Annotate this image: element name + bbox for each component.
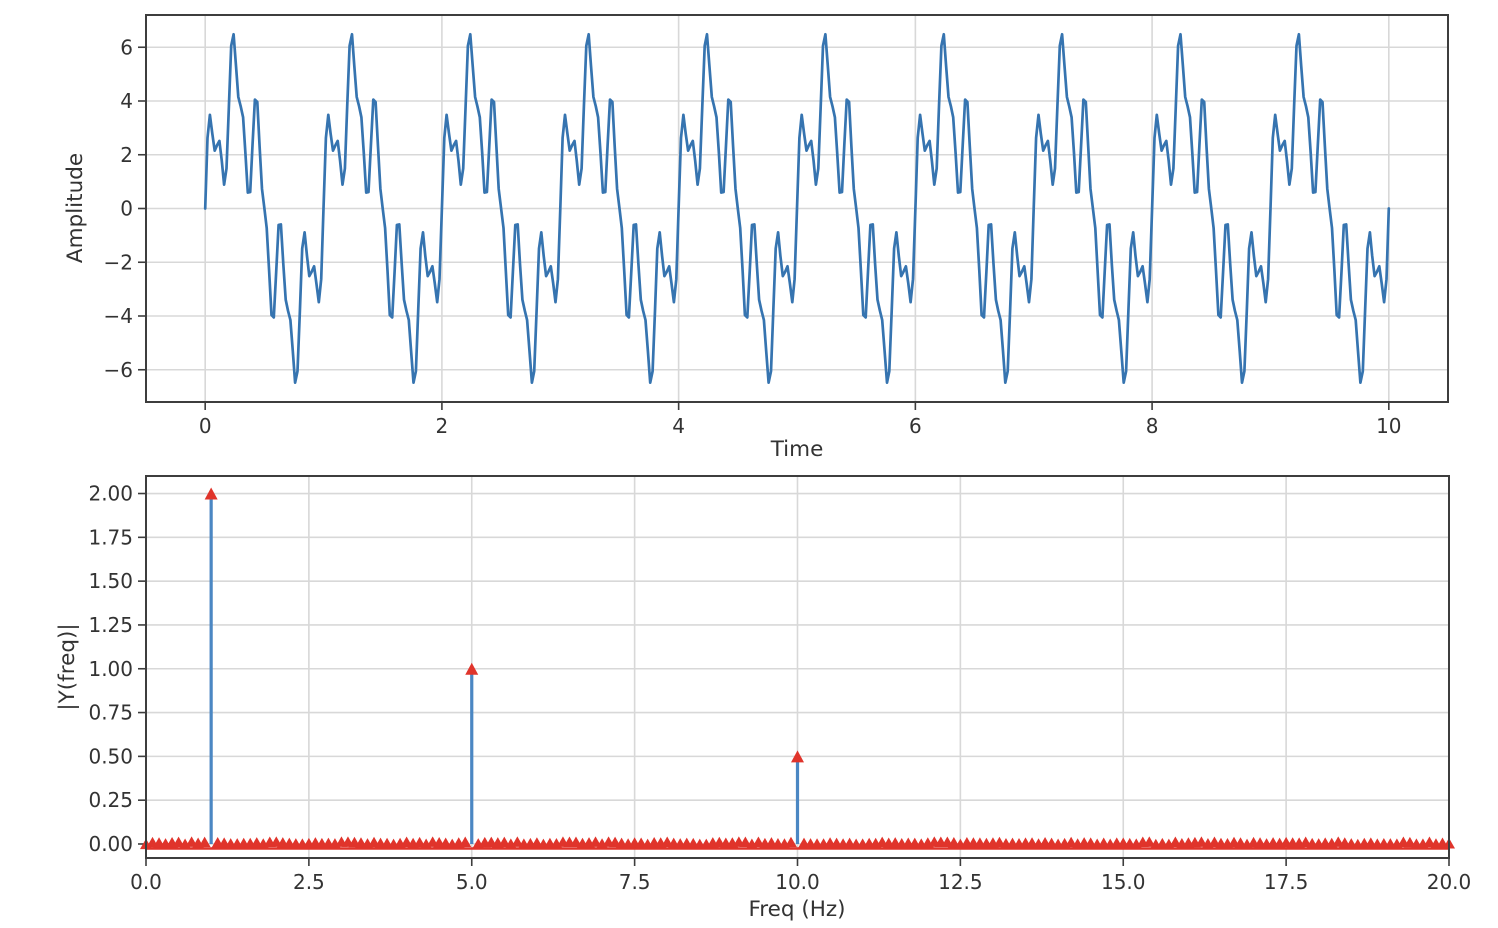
x-tick-label: 15.0 bbox=[1101, 870, 1146, 894]
y-tick-label: 0.25 bbox=[88, 788, 133, 812]
baseline-marker bbox=[1143, 836, 1156, 847]
y-tick-label: 1.25 bbox=[88, 613, 133, 637]
x-tick-label: 0.0 bbox=[130, 870, 162, 894]
baseline-marker bbox=[784, 836, 797, 848]
x-tick-label: 17.5 bbox=[1264, 870, 1309, 894]
axes-spines bbox=[145, 475, 1450, 859]
x-tick-label: 2 bbox=[436, 414, 449, 438]
y-tick-label: 2 bbox=[120, 143, 133, 167]
time-plot: 0 2 4 6 8 10 −6 −4 −2 0 2 4 6 bbox=[104, 14, 1449, 438]
time-plot-ylabel: Amplitude bbox=[63, 153, 88, 263]
y-tick-label: 2.00 bbox=[88, 482, 133, 506]
y-tick-label: 1.50 bbox=[88, 569, 133, 593]
baseline-marker bbox=[589, 836, 602, 847]
x-tick-label: 10 bbox=[1376, 414, 1401, 438]
stem-marker bbox=[791, 750, 804, 763]
x-tick-label: 2.5 bbox=[293, 870, 325, 894]
x-tick-label: 8 bbox=[1146, 414, 1159, 438]
y-tick-label: 6 bbox=[120, 35, 133, 59]
y-tick-label: 0.00 bbox=[88, 832, 133, 856]
baseline-marker bbox=[172, 836, 185, 848]
stem-marker bbox=[204, 487, 218, 500]
x-tick-label: 4 bbox=[672, 414, 685, 438]
stem-marker bbox=[465, 662, 479, 675]
x-tick-label: 20.0 bbox=[1427, 870, 1472, 894]
freq-plot: 0.0 2.5 5.0 7.5 10.0 12.5 15.0 17.5 20.0 0.00 0.25… bbox=[88, 475, 1472, 894]
freq-plot-ylabel: |Y(freq)| bbox=[55, 623, 80, 710]
y-tick-label: −2 bbox=[104, 250, 133, 274]
x-tick-label: 7.5 bbox=[619, 870, 651, 894]
baseline-marker bbox=[459, 836, 472, 848]
axes-spines bbox=[145, 14, 1449, 403]
y-tick-label: −4 bbox=[104, 304, 133, 328]
baseline-marker bbox=[198, 836, 211, 848]
y-tick-label: −6 bbox=[104, 358, 133, 382]
x-tick-label: 0 bbox=[199, 414, 212, 438]
baseline-marker bbox=[1423, 836, 1436, 847]
x-tick-label: 6 bbox=[909, 414, 922, 438]
x-tick-label: 12.5 bbox=[938, 870, 983, 894]
time-plot-xlabel: Time bbox=[770, 437, 824, 462]
baseline-marker bbox=[739, 836, 752, 847]
y-tick-label: 0.75 bbox=[88, 701, 133, 725]
freq-plot-xlabel: Freq (Hz) bbox=[748, 897, 845, 922]
y-tick-label: 0.50 bbox=[88, 744, 133, 768]
x-tick-label: 10.0 bbox=[775, 870, 820, 894]
y-tick-label: 1.75 bbox=[88, 525, 133, 549]
baseline-marker bbox=[511, 836, 524, 847]
waveform-line bbox=[203, 32, 1391, 385]
y-tick-label: 0 bbox=[120, 197, 133, 221]
x-tick-label: 5.0 bbox=[456, 870, 488, 894]
y-tick-label: 4 bbox=[120, 89, 133, 113]
y-tick-label: 1.00 bbox=[88, 657, 133, 681]
